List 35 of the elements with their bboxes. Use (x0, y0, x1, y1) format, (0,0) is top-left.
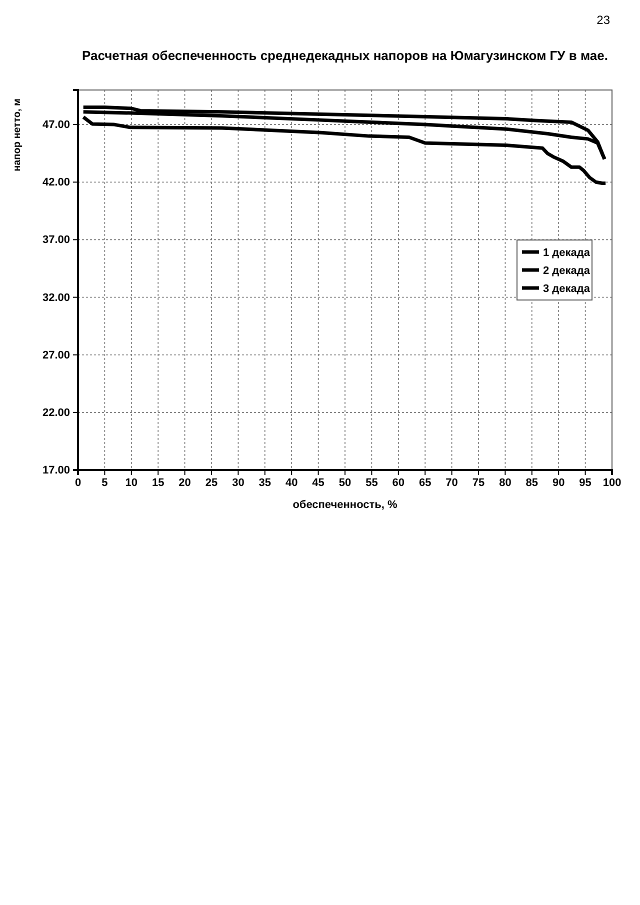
x-axis-title: обеспеченность, % (292, 499, 398, 511)
x-tick-label: 100 (602, 476, 622, 489)
x-tick-label: 90 (552, 476, 565, 489)
legend-label: 1 декада (543, 247, 591, 259)
x-tick-label: 35 (258, 476, 272, 489)
y-tick-label: 42.00 (42, 176, 70, 189)
text: 23 (596, 13, 610, 27)
y-tick-label: 32.00 (42, 292, 70, 304)
y-tick-label: 47.00 (42, 119, 70, 132)
y-axis-title: напор нетто, м (12, 98, 23, 172)
x-tick-label: 20 (178, 476, 191, 489)
x-tick-label: 75 (472, 476, 485, 489)
x-tick-label: 95 (579, 476, 592, 489)
x-tick-label: 85 (526, 476, 538, 489)
legend-label: 2 декада (543, 265, 591, 277)
x-tick-label: 25 (205, 476, 218, 489)
y-tick-label: 17.00 (42, 464, 70, 477)
x-tick-label: 45 (312, 476, 324, 489)
x-tick-label: 50 (338, 476, 352, 489)
x-tick-label: 10 (125, 476, 138, 489)
x-tick-label: 65 (418, 476, 432, 489)
x-tick-label: 60 (392, 476, 405, 489)
y-tick-label: 27.00 (42, 349, 70, 362)
x-tick-label: 70 (446, 476, 458, 489)
legend-label: 3 декада (543, 283, 591, 295)
x-tick-label: 15 (152, 476, 164, 489)
x-tick-label: 5 (102, 476, 108, 489)
x-tick-label: 0 (74, 476, 82, 489)
x-tick-label: 40 (285, 476, 298, 489)
y-tick-label: 22.00 (42, 406, 70, 419)
x-tick-label: 80 (499, 476, 512, 489)
x-tick-label: 30 (232, 476, 244, 489)
chart-title: Расчетная обеспеченность среднедекадных напоров на Юмагузинском ГУ в мае. (82, 48, 608, 63)
x-tick-label: 55 (366, 476, 378, 489)
y-tick-label: 37.00 (42, 234, 70, 246)
